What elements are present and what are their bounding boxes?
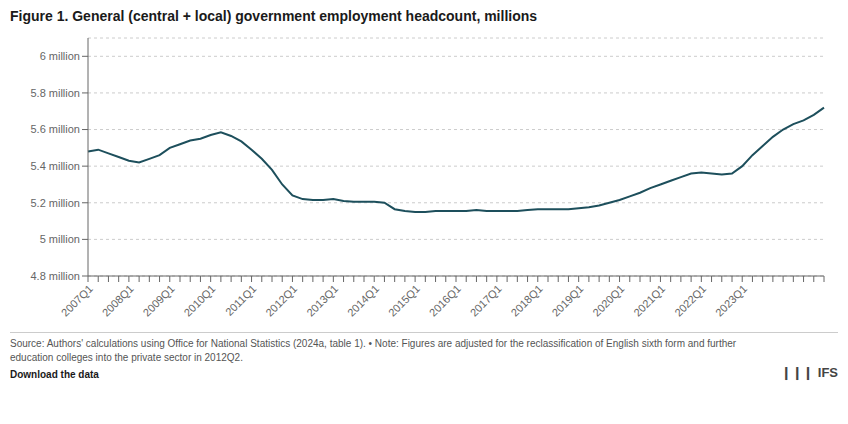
- svg-text:2023Q1: 2023Q1: [713, 282, 749, 318]
- html-text:Source: Authors' calculations: Source: Authors' calculations using Offi…: [10, 338, 737, 363]
- svg-text:5.2 million: 5.2 million: [30, 197, 80, 209]
- svg-text:2017Q1: 2017Q1: [468, 282, 504, 318]
- svg-text:2022Q1: 2022Q1: [672, 282, 708, 318]
- svg-text:2008Q1: 2008Q1: [100, 282, 136, 318]
- svg-text:2014Q1: 2014Q1: [345, 282, 381, 318]
- svg-text:2007Q1: 2007Q1: [59, 282, 95, 318]
- html-text:❙❙❙ IFS: ❙❙❙ IFS: [781, 365, 838, 380]
- svg-text:2015Q1: 2015Q1: [386, 282, 422, 318]
- svg-text:2019Q1: 2019Q1: [549, 282, 585, 318]
- svg-text:2011Q1: 2011Q1: [223, 282, 259, 318]
- svg-text:2018Q1: 2018Q1: [509, 282, 545, 318]
- svg-text:2021Q1: 2021Q1: [631, 282, 667, 318]
- svg-text:5.6 million: 5.6 million: [30, 123, 80, 135]
- html-text:Download the data: Download the data: [10, 369, 99, 380]
- svg-text:2013Q1: 2013Q1: [304, 282, 340, 318]
- svg-text:4.8 million: 4.8 million: [30, 270, 80, 282]
- svg-text:2009Q1: 2009Q1: [141, 282, 177, 318]
- svg-text:5.8 million: 5.8 million: [30, 87, 80, 99]
- svg-text:2012Q1: 2012Q1: [263, 282, 299, 318]
- svg-text:2010Q1: 2010Q1: [181, 282, 217, 318]
- html-text:Figure 1. General (central + l: Figure 1. General (central + local) gove…: [10, 8, 538, 24]
- svg-text:5 million: 5 million: [40, 233, 80, 245]
- svg-text:2020Q1: 2020Q1: [590, 282, 626, 318]
- svg-text:6 million: 6 million: [40, 50, 80, 62]
- svg-text:2016Q1: 2016Q1: [427, 282, 463, 318]
- svg-text:5.4 million: 5.4 million: [30, 160, 80, 172]
